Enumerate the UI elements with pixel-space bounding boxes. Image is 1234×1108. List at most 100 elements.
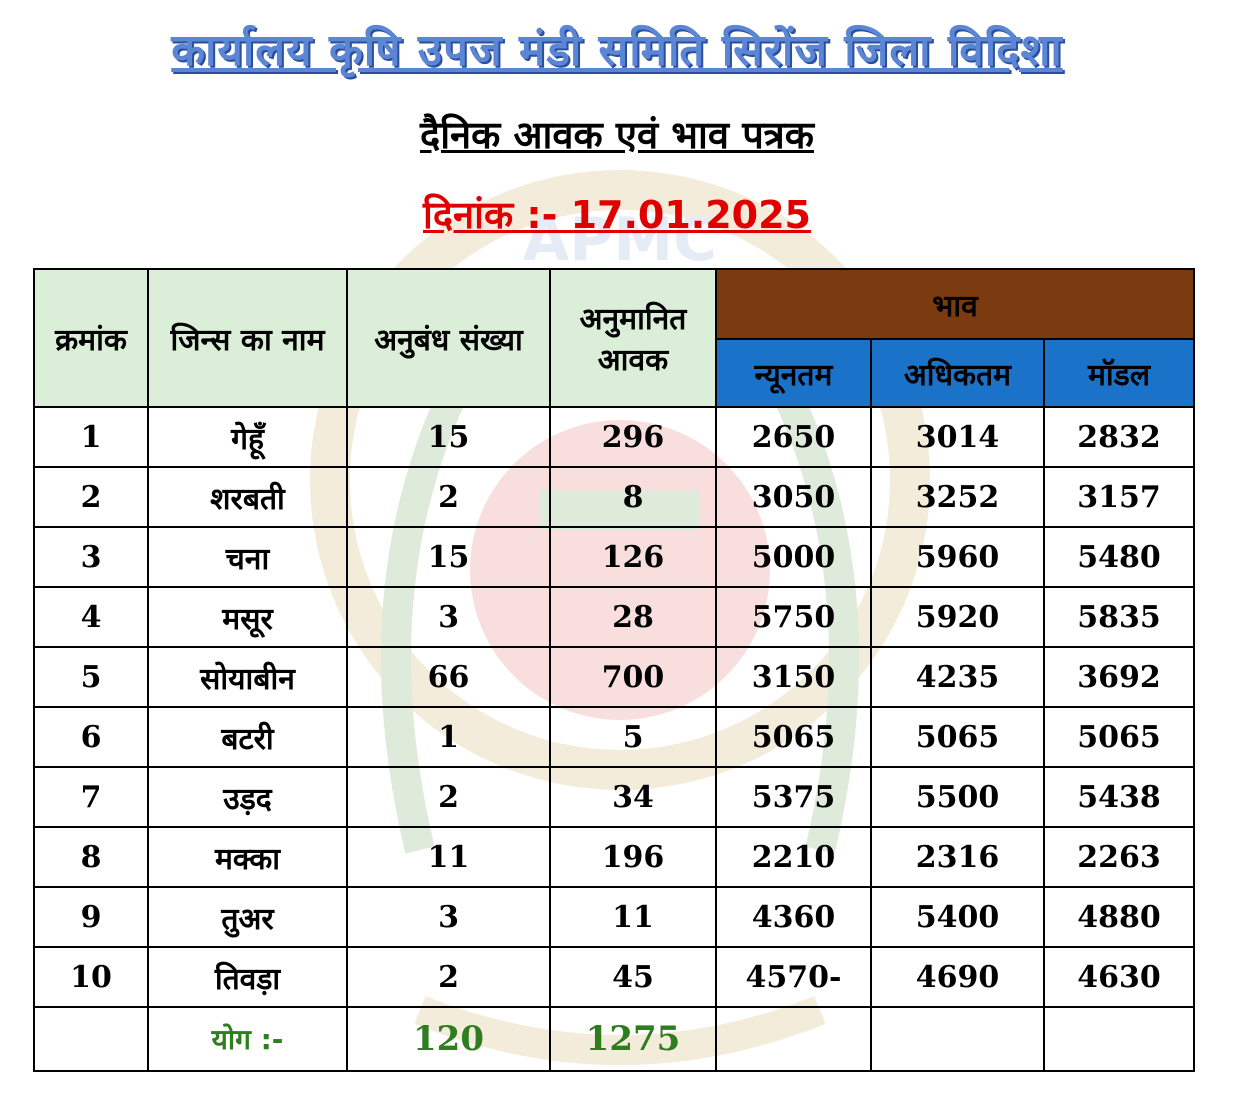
cell-min: 2210 <box>715 826 872 888</box>
table-row: 5 सोयाबीन 66 700 3150 4235 3692 <box>33 646 1196 708</box>
cell-arrival: 8 <box>549 466 717 528</box>
col-price-group: भाव <box>714 268 1196 340</box>
price-table: क्रमांक जिन्स का नाम अनुबंध संख्या अनुमा… <box>33 268 1196 1072</box>
total-empty-cell <box>715 1006 872 1072</box>
cell-min: 4570- <box>715 946 872 1008</box>
table-row: 6 बटरी 1 5 5065 5065 5065 <box>33 706 1196 768</box>
cell-max: 5960 <box>870 526 1045 588</box>
cell-max: 4235 <box>870 646 1045 708</box>
cell-sn: 4 <box>33 586 149 648</box>
cell-modal: 2263 <box>1042 826 1196 888</box>
table-row: 8 मक्का 11 196 2210 2316 2263 <box>33 826 1196 888</box>
cell-contracts: 11 <box>346 826 551 888</box>
cell-name: चना <box>147 526 348 588</box>
cell-max: 3252 <box>870 466 1045 528</box>
cell-sn: 2 <box>33 466 149 528</box>
total-arrival: 1275 <box>549 1006 717 1072</box>
cell-arrival: 11 <box>549 886 717 948</box>
cell-contracts: 2 <box>346 466 551 528</box>
cell-contracts: 15 <box>346 406 551 468</box>
cell-arrival: 196 <box>549 826 717 888</box>
cell-sn: 6 <box>33 706 149 768</box>
report-date: दिनांक :- 17.01.2025 <box>423 193 811 237</box>
cell-modal: 5480 <box>1042 526 1196 588</box>
total-empty-cell <box>870 1006 1045 1072</box>
cell-min: 5750 <box>715 586 872 648</box>
table-row: 9 तुअर 3 11 4360 5400 4880 <box>33 886 1196 948</box>
cell-modal: 5835 <box>1042 586 1196 648</box>
cell-contracts: 2 <box>346 766 551 828</box>
cell-sn: 10 <box>33 946 149 1008</box>
cell-modal: 2832 <box>1042 406 1196 468</box>
total-row: योग :- 120 1275 <box>33 1006 1196 1072</box>
cell-arrival: 28 <box>549 586 717 648</box>
col-commodity: जिन्स का नाम <box>147 268 348 408</box>
cell-max: 5400 <box>870 886 1045 948</box>
cell-name: तिवड़ा <box>147 946 348 1008</box>
cell-contracts: 15 <box>346 526 551 588</box>
cell-contracts: 1 <box>346 706 551 768</box>
cell-name: तुअर <box>147 886 348 948</box>
cell-arrival: 700 <box>549 646 717 708</box>
cell-sn: 1 <box>33 406 149 468</box>
cell-min: 4360 <box>715 886 872 948</box>
cell-name: गेहूँ <box>147 406 348 468</box>
cell-min: 5065 <box>715 706 872 768</box>
cell-min: 2650 <box>715 406 872 468</box>
cell-max: 4690 <box>870 946 1045 1008</box>
cell-arrival: 296 <box>549 406 717 468</box>
table-row: 1 गेहूँ 15 296 2650 3014 2832 <box>33 406 1196 468</box>
cell-contracts: 3 <box>346 886 551 948</box>
col-min: न्यूनतम <box>715 338 872 408</box>
cell-max: 3014 <box>870 406 1045 468</box>
cell-arrival: 34 <box>549 766 717 828</box>
table-row: 7 उड़द 2 34 5375 5500 5438 <box>33 766 1196 828</box>
cell-sn: 8 <box>33 826 149 888</box>
cell-max: 5500 <box>870 766 1045 828</box>
table-row: 3 चना 15 126 5000 5960 5480 <box>33 526 1196 588</box>
col-max: अधिकतम <box>870 338 1045 408</box>
total-empty-cell <box>1042 1006 1196 1072</box>
total-empty-cell <box>33 1006 149 1072</box>
col-modal: मॉडल <box>1042 338 1196 408</box>
cell-sn: 9 <box>33 886 149 948</box>
cell-arrival: 45 <box>549 946 717 1008</box>
cell-min: 3150 <box>715 646 872 708</box>
cell-arrival: 5 <box>549 706 717 768</box>
cell-name: मक्का <box>147 826 348 888</box>
cell-name: मसूर <box>147 586 348 648</box>
cell-modal: 3157 <box>1042 466 1196 528</box>
table-row: 2 शरबती 2 8 3050 3252 3157 <box>33 466 1196 528</box>
cell-modal: 5438 <box>1042 766 1196 828</box>
col-serial: क्रमांक <box>33 268 149 408</box>
table-row: 10 तिवड़ा 2 45 4570- 4690 4630 <box>33 946 1196 1008</box>
table-row: 4 मसूर 3 28 5750 5920 5835 <box>33 586 1196 648</box>
cell-name: सोयाबीन <box>147 646 348 708</box>
cell-name: उड़द <box>147 766 348 828</box>
col-contracts: अनुबंध संख्या <box>346 268 551 408</box>
cell-modal: 3692 <box>1042 646 1196 708</box>
cell-max: 5065 <box>870 706 1045 768</box>
cell-contracts: 3 <box>346 586 551 648</box>
cell-arrival: 126 <box>549 526 717 588</box>
total-contracts: 120 <box>346 1006 551 1072</box>
col-arrival: अनुमानित आवक <box>549 268 717 408</box>
report-subtitle: दैनिक आवक एवं भाव पत्रक <box>420 113 814 157</box>
cell-sn: 7 <box>33 766 149 828</box>
cell-min: 5000 <box>715 526 872 588</box>
cell-name: शरबती <box>147 466 348 528</box>
cell-modal: 5065 <box>1042 706 1196 768</box>
cell-contracts: 2 <box>346 946 551 1008</box>
cell-max: 5920 <box>870 586 1045 648</box>
cell-sn: 3 <box>33 526 149 588</box>
cell-contracts: 66 <box>346 646 551 708</box>
cell-sn: 5 <box>33 646 149 708</box>
cell-min: 3050 <box>715 466 872 528</box>
cell-min: 5375 <box>715 766 872 828</box>
cell-name: बटरी <box>147 706 348 768</box>
total-label: योग :- <box>147 1006 348 1072</box>
office-title: कार्यालय कृषि उपज मंडी समिति सिरोंज जिला… <box>171 25 1063 76</box>
cell-max: 2316 <box>870 826 1045 888</box>
cell-modal: 4880 <box>1042 886 1196 948</box>
cell-modal: 4630 <box>1042 946 1196 1008</box>
